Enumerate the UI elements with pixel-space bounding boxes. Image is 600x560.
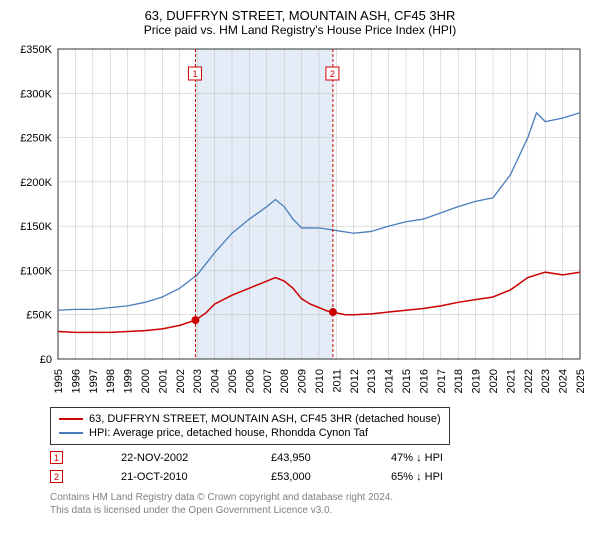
legend-label: 63, DUFFRYN STREET, MOUNTAIN ASH, CF45 3…: [89, 413, 441, 425]
svg-text:2025: 2025: [575, 369, 587, 393]
svg-text:2008: 2008: [279, 369, 291, 393]
svg-text:2006: 2006: [244, 369, 256, 393]
svg-text:£50K: £50K: [26, 310, 52, 322]
svg-text:£250K: £250K: [20, 133, 52, 145]
event-marker: 2: [50, 470, 63, 483]
svg-text:2013: 2013: [366, 369, 378, 393]
svg-text:2012: 2012: [349, 369, 361, 393]
footer-text: Contains HM Land Registry data © Crown c…: [50, 491, 590, 517]
legend-swatch: [59, 418, 83, 420]
svg-text:2002: 2002: [175, 369, 187, 393]
svg-text:£300K: £300K: [20, 88, 52, 100]
event-marker: 1: [50, 451, 63, 464]
svg-text:2004: 2004: [210, 369, 222, 393]
svg-text:1999: 1999: [123, 369, 135, 393]
svg-text:2003: 2003: [192, 369, 204, 393]
footer-line1: Contains HM Land Registry data © Crown c…: [50, 491, 590, 504]
svg-text:1997: 1997: [88, 369, 100, 393]
svg-text:2017: 2017: [436, 369, 448, 393]
svg-text:2011: 2011: [331, 369, 343, 393]
chart-title: 63, DUFFRYN STREET, MOUNTAIN ASH, CF45 3…: [10, 8, 590, 23]
footer-line2: This data is licensed under the Open Gov…: [50, 504, 590, 517]
svg-text:2010: 2010: [314, 369, 326, 393]
legend-item: HPI: Average price, detached house, Rhon…: [59, 426, 441, 440]
svg-text:2000: 2000: [140, 369, 152, 393]
svg-text:2009: 2009: [297, 369, 309, 393]
svg-text:£150K: £150K: [20, 221, 52, 233]
svg-text:1: 1: [192, 69, 197, 79]
chart-plot-area: £0 £50K £100K £150K £200K £250K £300K £350K 1995…: [10, 41, 590, 401]
chart-svg: £0 £50K £100K £150K £200K £250K £300K £350K 1995…: [10, 41, 590, 401]
legend-label: HPI: Average price, detached house, Rhon…: [89, 427, 368, 439]
svg-text:2016: 2016: [418, 369, 430, 393]
event-price: £43,950: [271, 452, 341, 464]
svg-text:1995: 1995: [53, 369, 65, 393]
svg-text:2007: 2007: [262, 369, 274, 393]
svg-text:£0: £0: [40, 354, 52, 366]
legend-swatch: [59, 432, 83, 434]
svg-text:2024: 2024: [558, 369, 570, 393]
svg-text:2005: 2005: [227, 369, 239, 393]
svg-text:1998: 1998: [105, 369, 117, 393]
event-row: 1 22-NOV-2002 £43,950 47% ↓ HPI: [50, 451, 590, 464]
svg-text:2018: 2018: [453, 369, 465, 393]
event-row: 2 21-OCT-2010 £53,000 65% ↓ HPI: [50, 470, 590, 483]
svg-text:2019: 2019: [471, 369, 483, 393]
svg-text:£100K: £100K: [20, 265, 52, 277]
event-date: 22-NOV-2002: [121, 452, 221, 464]
chart-subtitle: Price paid vs. HM Land Registry's House …: [10, 23, 590, 37]
svg-text:1996: 1996: [70, 369, 82, 393]
svg-text:2023: 2023: [540, 369, 552, 393]
event-price: £53,000: [271, 471, 341, 483]
event-date: 21-OCT-2010: [121, 471, 221, 483]
svg-text:2021: 2021: [505, 369, 517, 393]
legend-item: 63, DUFFRYN STREET, MOUNTAIN ASH, CF45 3…: [59, 412, 441, 426]
svg-text:2020: 2020: [488, 369, 500, 393]
chart-container: 63, DUFFRYN STREET, MOUNTAIN ASH, CF45 3…: [0, 0, 600, 560]
legend-box: 63, DUFFRYN STREET, MOUNTAIN ASH, CF45 3…: [50, 407, 450, 445]
event-pct: 47% ↓ HPI: [391, 452, 443, 464]
svg-text:2015: 2015: [401, 369, 413, 393]
event-pct: 65% ↓ HPI: [391, 471, 443, 483]
svg-text:2022: 2022: [523, 369, 535, 393]
svg-text:2001: 2001: [157, 369, 169, 393]
svg-text:£200K: £200K: [20, 177, 52, 189]
svg-text:2: 2: [330, 69, 335, 79]
svg-text:2014: 2014: [384, 369, 396, 393]
svg-text:£350K: £350K: [20, 44, 52, 56]
